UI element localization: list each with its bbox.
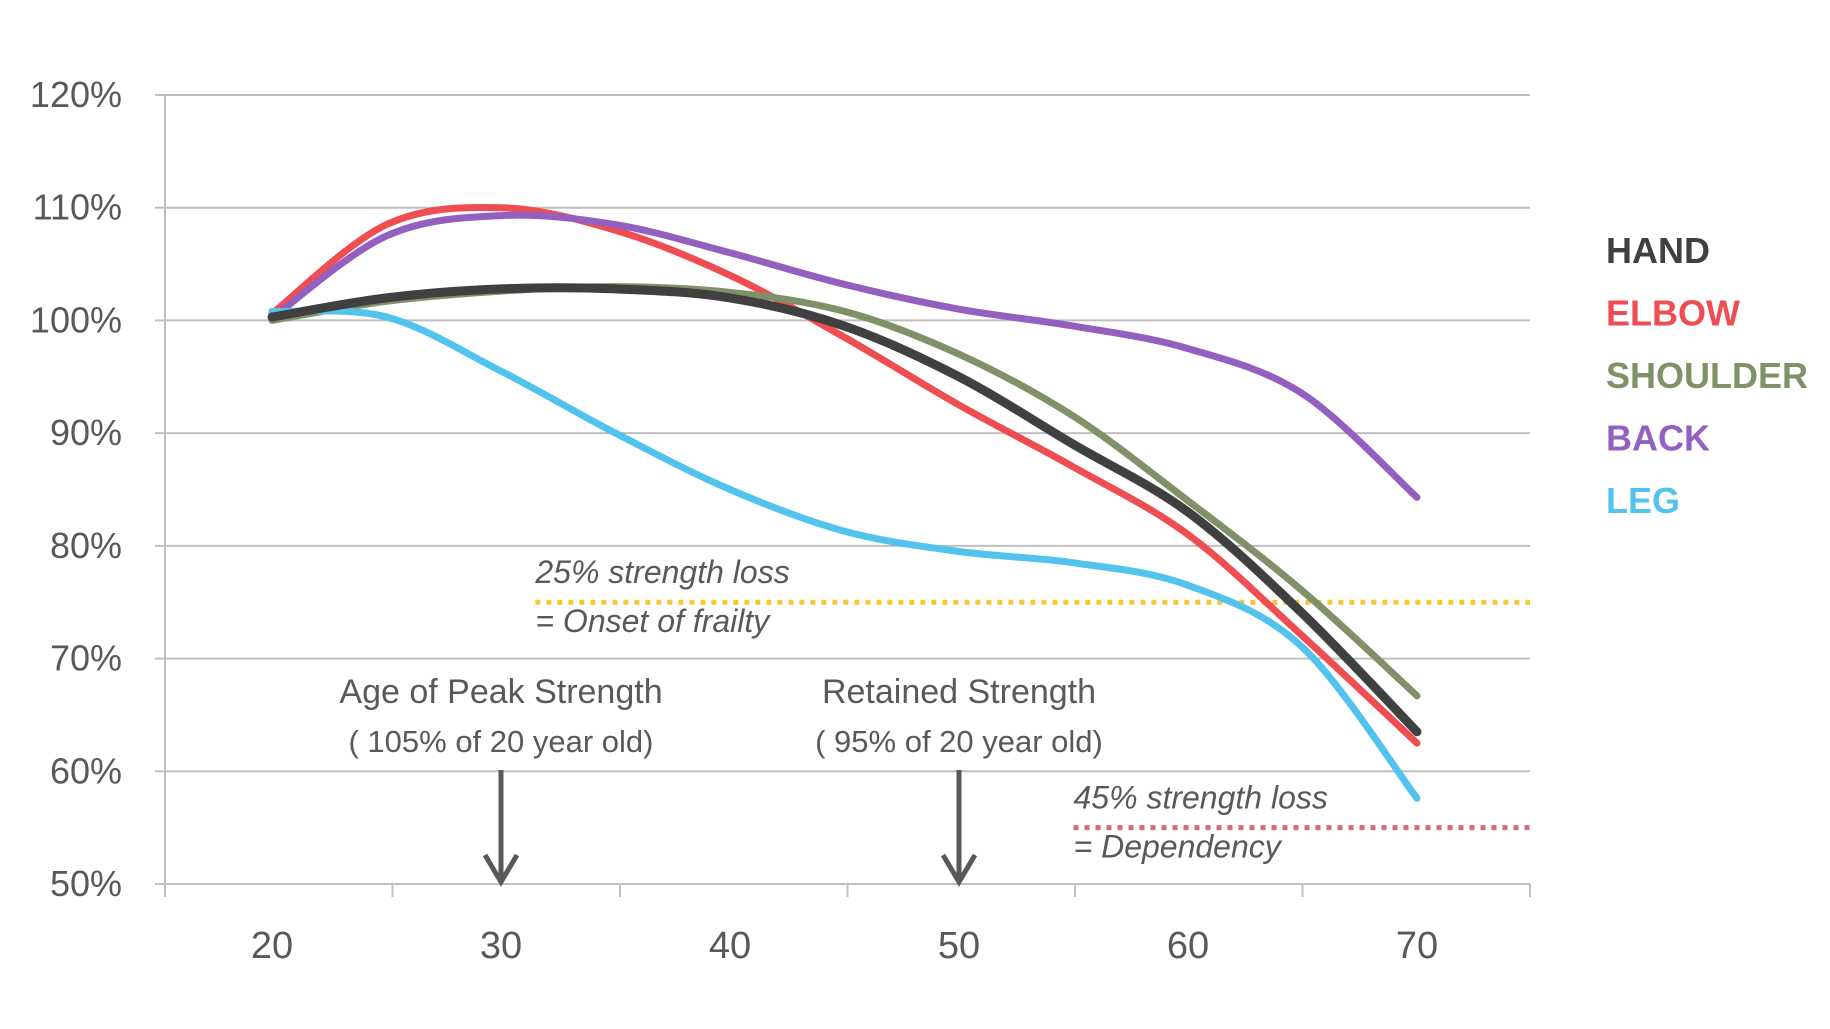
threshold-sublabel: = Onset of frailty [535, 603, 771, 639]
data-series [267, 203, 1422, 802]
x-axis: 20 30 40 50 60 70 [164, 95, 1531, 967]
y-tick-label: 50% [50, 863, 122, 904]
x-tick-label: 60 [1167, 925, 1209, 967]
y-tick-label: 110% [33, 187, 122, 228]
annotation-subtitle: ( 105% of 20 year old) [348, 724, 653, 759]
x-tick-label: 70 [1396, 925, 1438, 967]
annotation-subtitle: ( 95% of 20 year old) [815, 724, 1103, 759]
legend-item-back: BACK [1606, 418, 1710, 459]
series-line-elbow [268, 203, 1421, 747]
legend-item-hand: HAND [1606, 230, 1710, 271]
gridlines [155, 94, 1530, 885]
y-tick-label: 120% [30, 74, 122, 115]
annotation-title: Retained Strength [822, 673, 1096, 711]
series-line-shoulder [268, 283, 1421, 700]
threshold-lines: 25% strength loss = Onset of frailty 45% s… [534, 554, 1530, 865]
x-tick-label: 30 [480, 925, 522, 967]
y-axis-tick-labels: 50% 60% 70% 80% 90% 100% 110% 120% [30, 74, 122, 904]
annotation-title: Age of Peak Strength [339, 673, 662, 711]
y-tick-label: 60% [50, 750, 122, 791]
down-arrow-icon [482, 853, 520, 887]
series-line-back [268, 211, 1421, 501]
x-tick-label: 20 [251, 925, 293, 967]
legend: HAND ELBOW SHOULDER BACK LEG [1606, 230, 1808, 521]
threshold-label: 25% strength loss [534, 554, 789, 590]
y-tick-label: 90% [50, 412, 122, 453]
x-tick-label: 50 [938, 925, 980, 967]
annotations: Age of Peak Strength ( 105% of 20 year ol… [339, 673, 1103, 887]
y-tick-label: 80% [50, 525, 122, 566]
legend-item-leg: LEG [1606, 480, 1680, 521]
series-line-hand [267, 283, 1422, 737]
y-tick-label: 100% [30, 299, 122, 340]
legend-item-elbow: ELBOW [1606, 293, 1740, 334]
series-line-leg [268, 307, 1421, 802]
y-tick-label: 70% [50, 638, 122, 679]
x-tick-label: 40 [709, 925, 751, 967]
down-arrow-icon [940, 853, 978, 887]
threshold-label: 45% strength loss [1074, 780, 1328, 816]
threshold-sublabel: = Dependency [1074, 829, 1283, 865]
legend-item-shoulder: SHOULDER [1606, 355, 1808, 396]
